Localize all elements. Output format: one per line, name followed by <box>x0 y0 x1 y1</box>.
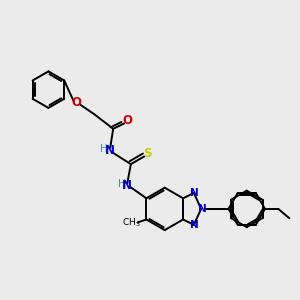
Text: N: N <box>198 204 207 214</box>
Text: S: S <box>143 147 152 160</box>
Text: O: O <box>122 114 132 127</box>
Text: CH$_3$: CH$_3$ <box>122 216 141 229</box>
Text: N: N <box>105 144 115 157</box>
Text: N: N <box>122 179 132 192</box>
Text: N: N <box>190 188 198 198</box>
Text: N: N <box>190 220 198 230</box>
Text: H: H <box>118 179 126 189</box>
Text: O: O <box>71 96 81 109</box>
Text: H: H <box>100 143 108 154</box>
